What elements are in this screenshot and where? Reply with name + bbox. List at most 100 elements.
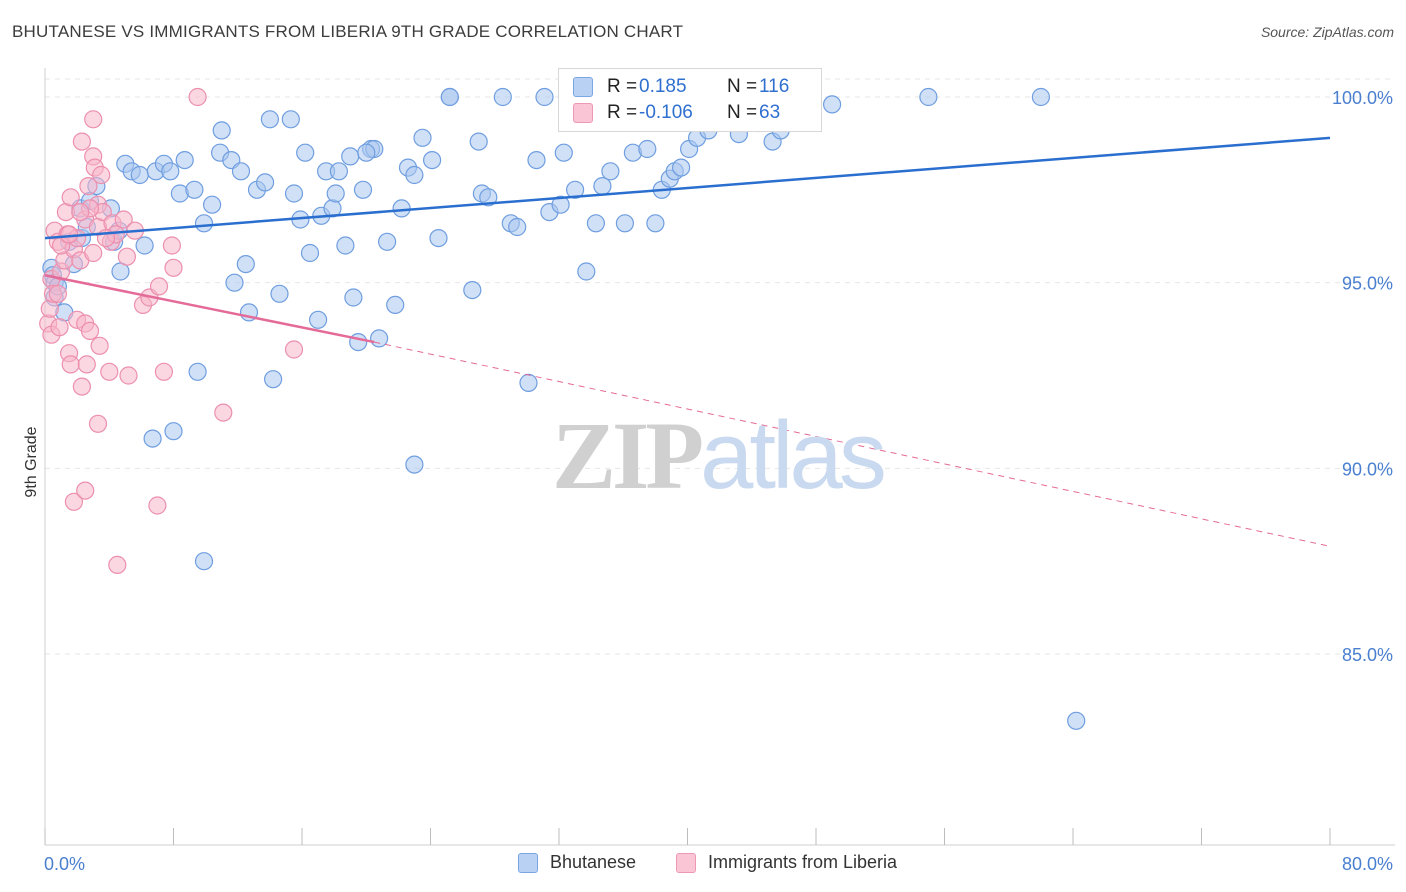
bhutanese-point: [671, 158, 691, 177]
liberia-point: [84, 110, 103, 129]
liberia-label: Immigrants from Liberia: [708, 852, 898, 872]
bhutanese-point: [615, 214, 635, 233]
liberia-point: [79, 177, 98, 196]
legend-r-label: R =: [607, 102, 638, 123]
liberia-point: [154, 362, 173, 381]
liberia-trend-line: [44, 274, 375, 344]
axes: [44, 68, 1395, 846]
legend-item-liberia: Immigrants from Liberia: [676, 852, 897, 873]
bhutanese-point: [194, 214, 214, 233]
bhutanese-point: [519, 373, 538, 392]
legend-n-label: N =: [727, 76, 758, 97]
bhutanese-point: [392, 199, 411, 218]
liberia-point: [80, 321, 100, 340]
legend-r-label: R =: [607, 76, 638, 97]
series-legend: Bhutanese Immigrants from Liberia: [0, 852, 1406, 876]
bhutanese-point: [508, 217, 527, 237]
bhutanese-point: [284, 184, 304, 203]
bhutanese-point: [344, 288, 363, 307]
chart-title: BHUTANESE VS IMMIGRANTS FROM LIBERIA 9TH…: [12, 22, 684, 41]
bhutanese-point: [554, 143, 573, 162]
bhutanese-point: [535, 87, 554, 107]
bhutanese-point: [423, 151, 442, 170]
watermark-zip: ZIP: [552, 402, 704, 509]
liberia-point: [76, 481, 95, 500]
liberia-point: [77, 355, 96, 374]
x-tick-label-start: 0.0%: [44, 854, 85, 874]
legend-item-bhutanese: Bhutanese: [518, 852, 636, 873]
chart-source: Source: ZipAtlas.com: [1260, 24, 1394, 40]
bhutanese-point: [405, 165, 424, 185]
bhutanese-point: [440, 87, 459, 107]
bhutanese-point: [919, 87, 938, 107]
liberia-point: [40, 299, 59, 318]
legend-row-liberia: R = -0.106 N = 63: [573, 101, 780, 125]
bhutanese-point: [270, 284, 289, 303]
liberia-swatch: [676, 852, 696, 873]
liberia-point: [50, 318, 69, 337]
tick-labels: 85.0% 90.0% 95.0% 100.0% 0.0% 80.0%: [44, 88, 1393, 874]
liberia-point: [61, 188, 80, 207]
legend-r-value: -0.106: [639, 102, 693, 123]
bhutanese-point: [309, 310, 328, 329]
bhutanese-point: [527, 151, 546, 170]
bhutanese-point: [1031, 87, 1051, 107]
trend-lines: [44, 136, 1331, 547]
bhutanese-point: [429, 229, 448, 248]
liberia-point: [214, 403, 233, 422]
bhutanese-point: [231, 162, 251, 181]
y-tick-label: 85.0%: [1342, 645, 1393, 665]
bhutanese-point: [212, 121, 231, 140]
liberia-trend-extension: [374, 341, 1331, 547]
bhutanese-point: [130, 165, 149, 185]
bhutanese-point: [357, 143, 376, 162]
liberia-point: [88, 414, 108, 433]
bhutanese-point: [586, 214, 606, 233]
bhutanese-point: [194, 552, 214, 571]
bhutanese-point: [341, 147, 360, 166]
liberia-point: [100, 362, 119, 381]
bhutanese-point: [479, 188, 498, 207]
bhutanese-point: [296, 143, 315, 162]
bhutanese-point: [646, 214, 665, 233]
bhutanese-point: [386, 295, 405, 314]
legend-swatch-pink: [573, 103, 593, 123]
bhutanese-trend-line: [44, 136, 1331, 240]
bhutanese-point: [281, 110, 300, 129]
liberia-point: [148, 496, 167, 515]
liberia-point: [48, 284, 68, 303]
liberia-point: [188, 87, 207, 107]
bhutanese-point: [143, 429, 162, 448]
liberia-point: [284, 340, 304, 359]
bhutanese-point: [601, 162, 620, 181]
liberia-point: [164, 258, 183, 277]
bhutanese-point: [203, 195, 222, 214]
liberia-point: [119, 366, 138, 385]
bhutanese-point: [565, 180, 585, 199]
bhutanese-point: [300, 243, 320, 263]
zipatlas-watermark: ZIPatlas: [552, 400, 887, 511]
bhutanese-point: [349, 333, 368, 352]
x-tick-label-end: 80.0%: [1342, 854, 1393, 874]
liberia-point: [61, 355, 80, 374]
legend-n-label: N =: [727, 102, 758, 123]
bhutanese-point: [161, 162, 180, 181]
liberia-point: [117, 247, 137, 266]
bhutanese-point: [822, 95, 842, 114]
legend-n-value: 63: [759, 102, 781, 123]
liberia-point: [84, 243, 103, 263]
bhutanese-point: [175, 151, 194, 170]
bhutanese-point: [188, 362, 207, 381]
bhutanese-point: [256, 173, 275, 192]
bhutanese-point: [185, 180, 204, 199]
bhutanese-point: [463, 281, 482, 300]
bhutanese-point: [638, 139, 657, 159]
liberia-point: [149, 277, 169, 296]
bhutanese-point: [264, 370, 283, 389]
liberia-point: [92, 165, 111, 185]
bhutanese-point: [493, 87, 512, 107]
legend-r-value: 0.185: [639, 76, 687, 97]
bhutanese-point: [329, 162, 348, 181]
bhutanese-point: [577, 262, 596, 281]
